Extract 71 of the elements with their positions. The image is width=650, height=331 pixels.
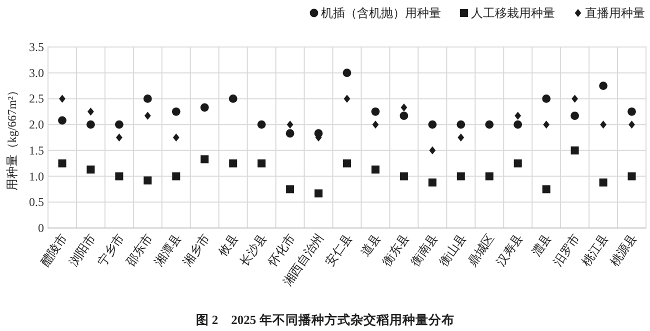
point <box>514 112 522 120</box>
point <box>86 166 95 174</box>
point <box>286 129 294 138</box>
point <box>258 159 266 168</box>
point <box>628 172 636 180</box>
point <box>428 178 436 186</box>
y-tick-label: 1.5 <box>29 143 44 158</box>
y-axis-title: 用种量（kg/667m²） <box>5 84 19 191</box>
point <box>514 120 522 129</box>
point <box>456 172 465 180</box>
text: 图 2 2025 年不同播种方式杂交稻用种量分布 <box>196 312 454 327</box>
y-tick-label: 1.0 <box>29 169 44 184</box>
point <box>172 107 180 116</box>
point <box>343 159 351 168</box>
y-tick-label: 2.0 <box>29 118 44 132</box>
point <box>514 159 522 168</box>
point <box>115 172 124 180</box>
point <box>58 116 66 125</box>
point <box>458 134 464 142</box>
point <box>371 107 380 116</box>
point <box>286 185 294 194</box>
point <box>599 178 608 186</box>
point <box>572 94 578 103</box>
point <box>200 103 209 112</box>
point <box>371 166 380 174</box>
point <box>172 134 180 142</box>
point <box>228 94 238 103</box>
x-tick-label: 安仁县 <box>322 231 355 269</box>
y-tick-label: 2.5 <box>29 92 44 106</box>
point <box>86 120 95 129</box>
point <box>114 120 124 129</box>
point <box>600 120 606 129</box>
legend-label: 机插（含机抛）用种量 <box>321 6 441 20</box>
point <box>88 108 94 116</box>
point <box>58 159 66 168</box>
point <box>485 120 494 129</box>
point <box>428 120 437 129</box>
point <box>400 104 408 112</box>
legend-label: 人工移栽用种量 <box>471 6 555 20</box>
x-tick-label: 攸县 <box>215 231 241 260</box>
point <box>144 176 152 184</box>
point <box>116 134 122 142</box>
y-tick-label: 3.0 <box>29 66 44 80</box>
point <box>59 94 66 103</box>
point <box>628 120 635 129</box>
point <box>599 82 608 90</box>
point <box>543 120 550 129</box>
point <box>344 94 350 103</box>
point <box>570 112 580 120</box>
point <box>570 146 579 154</box>
y-tick-label: 0.5 <box>29 195 44 210</box>
point <box>372 120 379 129</box>
point <box>400 112 408 120</box>
point <box>144 112 151 120</box>
point <box>143 94 152 103</box>
y-tick-label: 3.5 <box>29 40 44 54</box>
point <box>314 189 323 198</box>
point <box>628 107 636 116</box>
point <box>200 155 209 164</box>
point <box>456 120 466 129</box>
point <box>429 146 436 154</box>
point <box>485 172 494 180</box>
point <box>542 185 550 194</box>
legend-label: 直播用种量 <box>585 6 645 20</box>
point <box>229 159 238 168</box>
point <box>172 172 180 180</box>
point <box>286 120 294 129</box>
point <box>342 68 352 78</box>
point <box>400 172 408 180</box>
point <box>257 120 266 129</box>
point <box>542 94 551 103</box>
